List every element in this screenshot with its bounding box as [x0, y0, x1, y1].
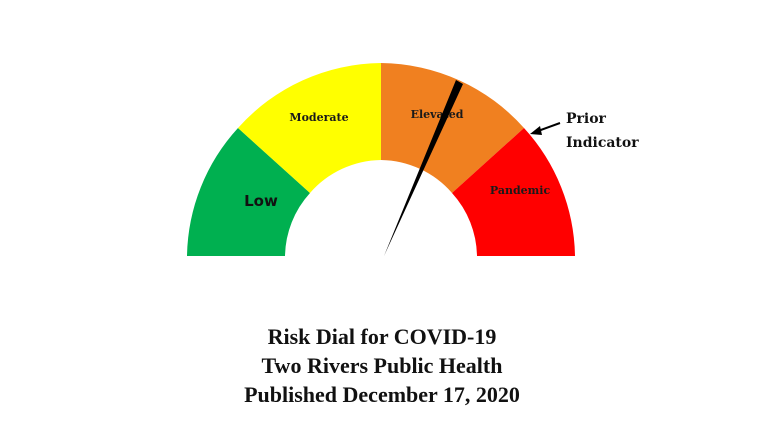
- caption-organization: Two Rivers Public Health: [261, 353, 503, 378]
- zone-label-low: Low: [244, 192, 278, 210]
- caption-title: Risk Dial for COVID-19: [267, 324, 497, 349]
- zone-label-moderate: Moderate: [289, 111, 348, 124]
- zone-low: [187, 128, 310, 256]
- zone-moderate: [238, 63, 381, 193]
- prior-indicator-line1: Prior: [566, 111, 607, 127]
- prior-indicator-arrow: [530, 122, 561, 135]
- prior-indicator-label: Prior Indicator: [566, 111, 639, 151]
- prior-indicator-line2: Indicator: [566, 135, 639, 151]
- zone-elevated: [381, 63, 524, 193]
- dial-needle: [384, 80, 463, 256]
- caption-published-date: Published December 17, 2020: [244, 382, 520, 407]
- zone-pandemic: [452, 128, 575, 256]
- risk-dial: Moderate Elevated Low Pandemic Prior Ind…: [187, 63, 639, 256]
- dial-caption: Risk Dial for COVID-19 Two Rivers Public…: [0, 322, 764, 409]
- zone-label-pandemic: Pandemic: [490, 184, 551, 197]
- zone-label-elevated: Elevated: [411, 108, 464, 121]
